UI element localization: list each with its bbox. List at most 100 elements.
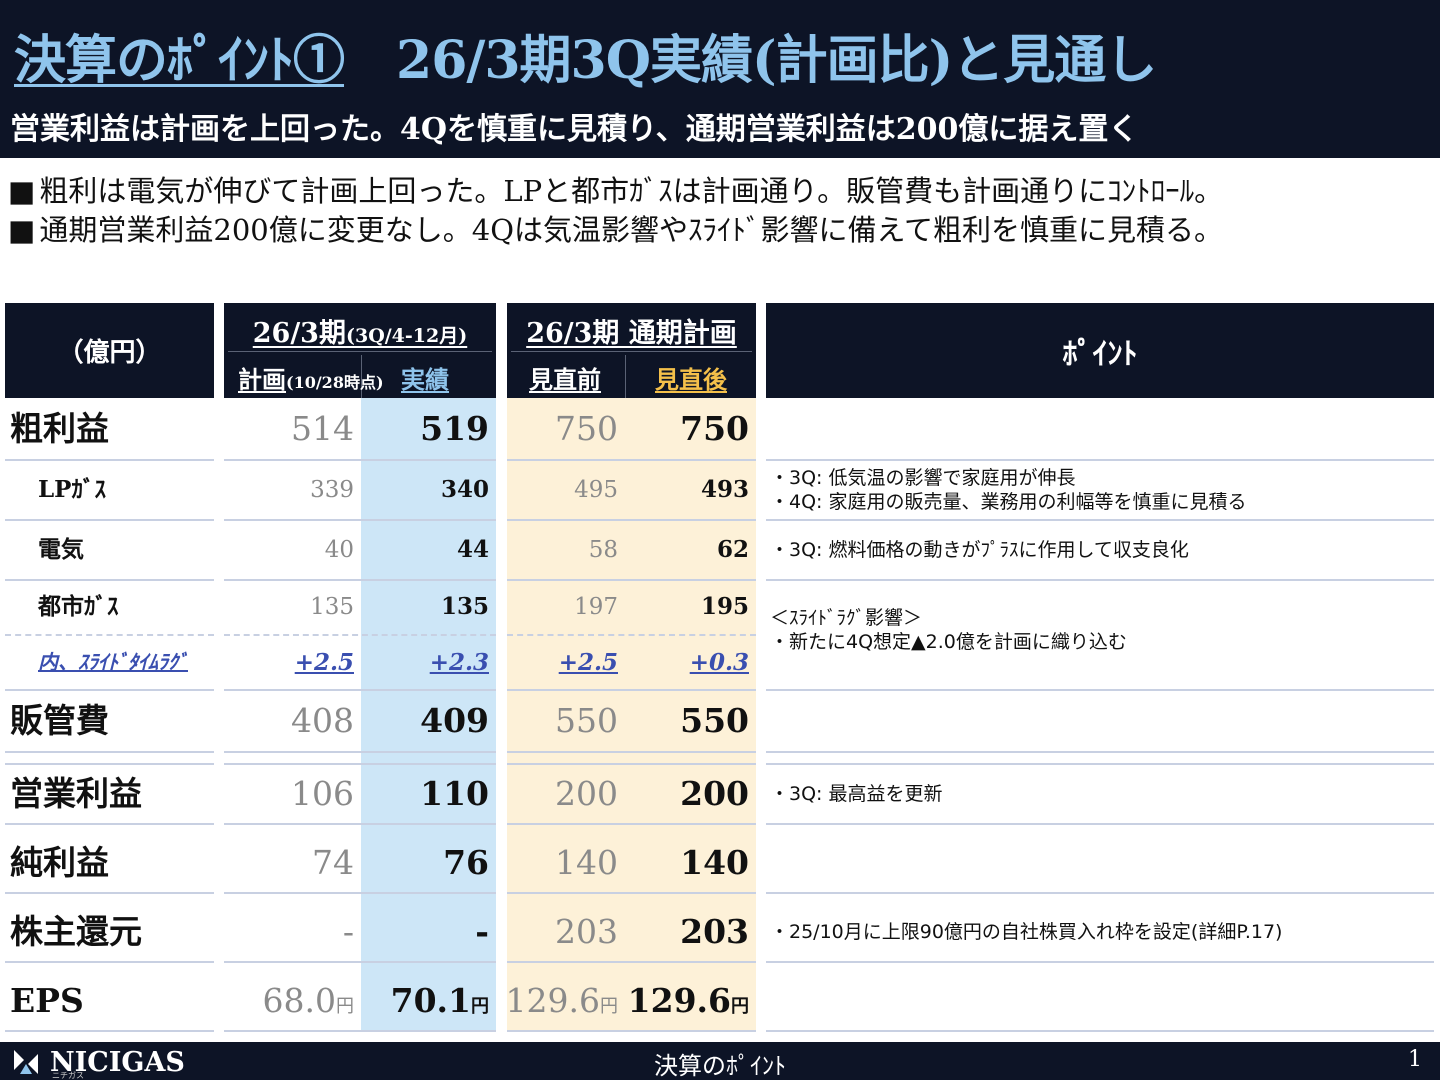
- row-divider: [5, 1030, 214, 1032]
- yen-unit: 円: [471, 995, 489, 1017]
- after-value: 195: [700, 593, 749, 621]
- before-value: 58: [588, 536, 618, 563]
- row-divider: [507, 634, 756, 636]
- row-divider: [507, 1030, 756, 1032]
- after-value: 550: [680, 700, 749, 740]
- table-row: 内、ｽﾗｲﾄﾞﾀｲﾑﾗｸﾞ +2.5 +2.3 +2.5 +0.3: [0, 635, 1440, 690]
- point-note: ＜ｽﾗｲﾄﾞﾗｸﾞ影響＞ ・新たに4Q想定▲2.0億を計画に織り込む: [770, 606, 1127, 654]
- row-label: 株主還元: [10, 911, 142, 951]
- actual-value: +2.3: [429, 648, 489, 676]
- row-divider: [5, 579, 214, 581]
- before-value: 129.6円: [505, 980, 618, 1020]
- before-column-bg: [507, 398, 625, 1030]
- row-divider: [5, 751, 214, 753]
- actual-value: 70.1円: [390, 980, 489, 1020]
- actual-value: 135: [440, 593, 489, 621]
- nicigas-logo: NICIGAS: [10, 1046, 185, 1078]
- plan-value: 68.0円: [262, 980, 354, 1020]
- actual-value: 44: [456, 535, 489, 563]
- before-value: 203: [555, 911, 618, 951]
- title-topic: 26/3期3Q実績(計画比)と見通し: [396, 30, 1157, 91]
- row-divider: [766, 961, 1434, 963]
- row-label: EPS: [10, 980, 84, 1020]
- row-divider: [507, 763, 756, 765]
- point-line: ・4Q: 家庭用の販売量、業務用の利幅等を慎重に見積る: [770, 491, 1247, 513]
- row-divider: [224, 459, 496, 461]
- row-divider: [766, 579, 1434, 581]
- after-column-bg: [625, 398, 756, 1030]
- before-revision-header: 見直前: [529, 365, 601, 394]
- plan-value: 106: [291, 773, 354, 813]
- row-divider: [224, 579, 496, 581]
- row-divider: [224, 763, 496, 765]
- row-label: 電気: [38, 535, 84, 563]
- row-divider: [5, 892, 214, 894]
- point-line: ・3Q: 燃料価格の動きがﾌﾟﾗｽに作用して収支良化: [770, 539, 1189, 561]
- actual-column-bg: [361, 398, 496, 1030]
- plan-value: 40: [324, 536, 354, 563]
- point-note: ・3Q: 最高益を更新: [770, 782, 943, 806]
- bullet-text: 通期営業利益200億に変更なし。4Qは気温影響やｽﾗｲﾄﾞ影響に備えて粗利を慎重…: [39, 213, 1224, 247]
- table-row: EPS 68.0円 70.1円 129.6円 129.6円: [0, 971, 1440, 1031]
- plan-value: 74: [312, 842, 354, 882]
- title-banner: 決算のﾎﾟｲﾝﾄ① 26/3期3Q実績(計画比)と見通し 営業利益は計画を上回った…: [0, 0, 1440, 158]
- row-divider: [766, 689, 1434, 691]
- row-divider: [507, 689, 756, 691]
- table-row: 営業利益 106 110 200 200 ・3Q: 最高益を更新: [0, 764, 1440, 824]
- row-divider: [224, 519, 496, 521]
- row-label: 都市ｶﾞｽ: [38, 593, 119, 621]
- row-divider: [224, 892, 496, 894]
- row-divider: [5, 961, 214, 963]
- table-row: LPｶﾞｽ 339 340 495 493 ・3Q: 低気温の影響で家庭用が伸長 ・4Q: …: [0, 460, 1440, 520]
- full-year-header: 26/3期 通期計画 見直前 見直後: [507, 303, 756, 398]
- after-value: 200: [680, 773, 749, 813]
- actual-value: -: [475, 911, 489, 951]
- row-label: 粗利益: [10, 408, 109, 448]
- plan-value: 339: [310, 476, 354, 503]
- plan-value: 408: [291, 700, 354, 740]
- yen-unit: 円: [336, 995, 354, 1017]
- after-value: 129.6円: [627, 980, 749, 1020]
- row-label: 内、ｽﾗｲﾄﾞﾀｲﾑﾗｸﾞ: [38, 649, 188, 674]
- row-divider: [5, 519, 214, 521]
- plan-value: 514: [291, 408, 354, 448]
- row-divider: [766, 519, 1434, 521]
- row-divider: [5, 634, 214, 636]
- row-divider: [224, 1030, 496, 1032]
- after-value: 750: [680, 408, 749, 448]
- row-divider: [5, 689, 214, 691]
- point-line: ＜ｽﾗｲﾄﾞﾗｸﾞ影響＞: [770, 607, 923, 629]
- q3-header: 26/3期(3Q/4-12月) 計画(10/28時点) 実績: [224, 303, 496, 398]
- before-value: 140: [555, 842, 618, 882]
- after-value: +0.3: [689, 648, 749, 676]
- table-row: 電気 40 44 58 62 ・3Q: 燃料価格の動きがﾌﾟﾗｽに作用して収支良化: [0, 520, 1440, 580]
- before-value: +2.5: [558, 648, 618, 676]
- after-revision-header: 見直後: [655, 365, 727, 394]
- full-year-header-title: 26/3期 通期計画: [526, 318, 737, 349]
- actual-value: 340: [440, 475, 489, 503]
- row-divider: [507, 823, 756, 825]
- before-value: 197: [574, 594, 618, 621]
- point-note: ・3Q: 燃料価格の動きがﾌﾟﾗｽに作用して収支良化: [770, 538, 1189, 562]
- actual-value: 409: [420, 700, 489, 740]
- table-row: 販管費 408 409 550 550: [0, 690, 1440, 752]
- row-label: 純利益: [10, 842, 109, 882]
- footer-title: 決算のﾎﾟｲﾝﾄ: [654, 1052, 786, 1080]
- row-divider: [766, 763, 1434, 765]
- after-value: 140: [680, 842, 749, 882]
- before-value: 495: [574, 476, 618, 503]
- q3-actual-header: 実績: [401, 365, 449, 394]
- row-divider: [507, 892, 756, 894]
- row-divider: [507, 751, 756, 753]
- row-divider: [224, 634, 496, 636]
- row-divider: [224, 751, 496, 753]
- logo-mark-icon: [14, 1050, 38, 1074]
- title-section: 決算のﾎﾟｲﾝﾄ①: [14, 30, 345, 91]
- row-divider: [5, 823, 214, 825]
- after-value: 203: [680, 911, 749, 951]
- row-divider: [224, 823, 496, 825]
- point-line: ・新たに4Q想定▲2.0億を計画に織り込む: [770, 631, 1127, 653]
- row-divider: [766, 1030, 1434, 1032]
- table-row: 粗利益 514 519 750 750: [0, 398, 1440, 460]
- actual-value: 519: [420, 408, 489, 448]
